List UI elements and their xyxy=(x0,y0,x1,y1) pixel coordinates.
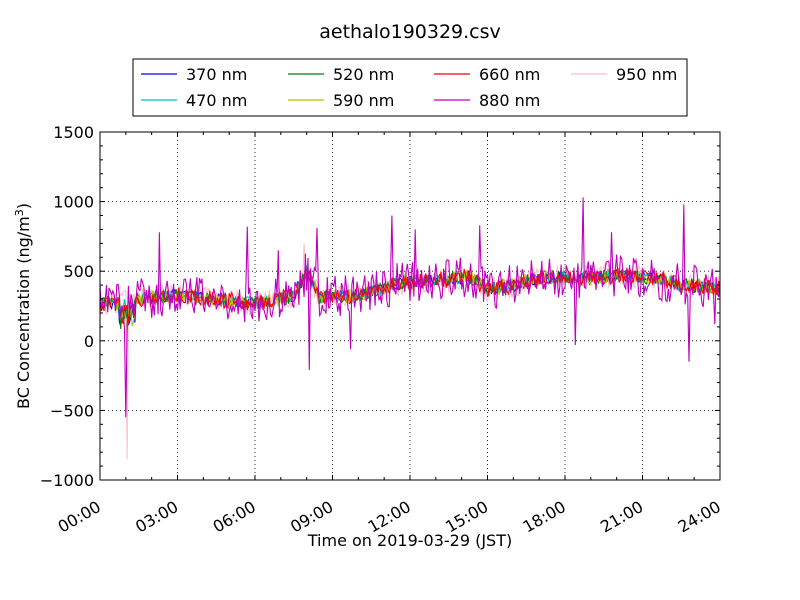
y-tick-label: 1000 xyxy=(53,193,94,212)
x-axis-label: Time on 2019-03-29 (JST) xyxy=(307,531,512,550)
y-axis-label-close: ) xyxy=(14,203,33,209)
series-lines xyxy=(99,197,721,460)
y-axis-label-superscript: 3 xyxy=(13,209,26,216)
legend-label: 470 nm xyxy=(186,91,247,110)
chart-title: aethalo190329.csv xyxy=(319,21,501,43)
y-tick-label: 500 xyxy=(63,262,94,281)
y-axis-label-main: BC Concentration (ng/m xyxy=(14,216,33,409)
legend-label: 660 nm xyxy=(479,65,540,84)
series-line-880-nm xyxy=(99,197,721,418)
legend-label: 520 nm xyxy=(333,65,394,84)
legend-label: 370 nm xyxy=(186,65,247,84)
y-tick-label: −500 xyxy=(50,401,94,420)
legend-label: 880 nm xyxy=(479,91,540,110)
y-tick-label: −1000 xyxy=(40,471,94,490)
y-tick-label: 0 xyxy=(84,332,94,351)
legend: 370 nm 470 nm 520 nm 590 nm 660 nm 880 nm 950 … xyxy=(132,58,688,117)
legend-box xyxy=(132,58,688,117)
y-axis-label: BC Concentration (ng/m3) xyxy=(13,203,33,409)
series-line-590-nm xyxy=(99,268,721,332)
legend-label: 950 nm xyxy=(616,65,677,84)
y-tick-label: 1500 xyxy=(53,123,94,142)
legend-label: 590 nm xyxy=(333,91,394,110)
